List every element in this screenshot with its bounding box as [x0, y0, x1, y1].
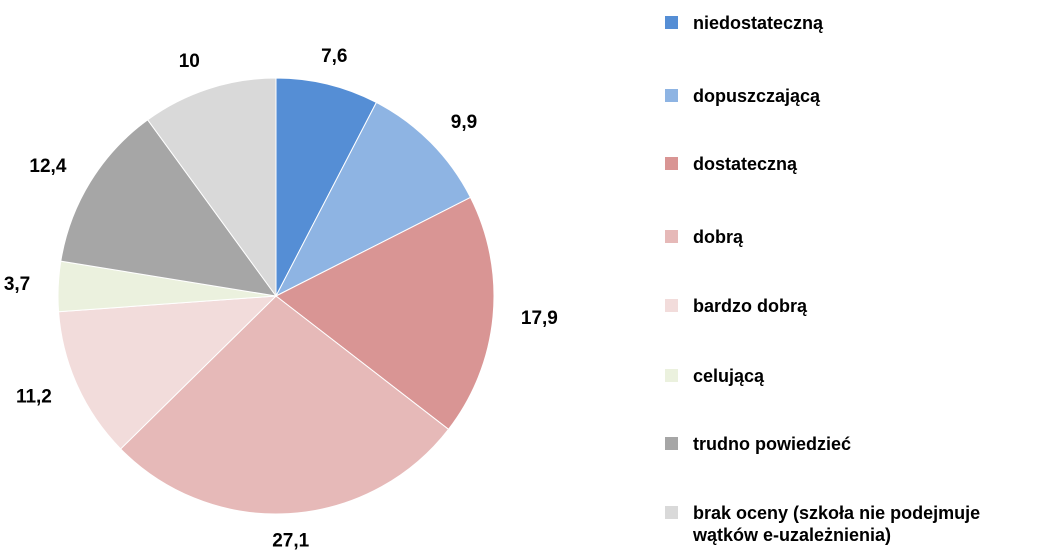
data-label: 12,4	[29, 156, 66, 177]
legend-label: dopuszczającą	[693, 86, 821, 106]
legend-item: trudno powiedzieć	[665, 433, 1043, 455]
legend-label: dobrą	[693, 227, 744, 247]
legend-label: trudno powiedzieć	[693, 434, 852, 454]
legend-label: niedostateczną	[693, 13, 824, 33]
data-label: 10	[179, 51, 200, 72]
data-label: 3,7	[4, 274, 30, 295]
legend-item: bardzo dobrą	[665, 295, 1043, 317]
data-label: 27,1	[272, 531, 309, 552]
legend-swatch	[665, 230, 678, 243]
pie-area: 7,6 9,9 17,9 27,1 11,2 3,7 12,4 10	[4, 46, 558, 552]
legend-item: dobrą	[665, 226, 1043, 248]
legend-swatch	[665, 506, 678, 519]
pie-slice	[58, 295, 278, 450]
legend-label: bardzo dobrą	[693, 296, 808, 316]
legend-swatch	[665, 16, 678, 29]
legend-item: celującą	[665, 365, 1043, 387]
legend-swatch	[665, 89, 678, 102]
legend-swatch	[665, 299, 678, 312]
data-label: 9,9	[451, 112, 477, 133]
legend-item: dostateczną	[665, 153, 1043, 175]
legend-label: celującą	[693, 366, 765, 386]
data-label: 11,2	[16, 386, 52, 407]
legend-label: brak oceny (szkoła nie podejmuje wątków …	[693, 503, 981, 545]
pie-slice	[275, 196, 495, 431]
pie-slice	[146, 77, 277, 298]
data-label: 7,6	[321, 46, 347, 67]
pie-slice	[274, 101, 472, 298]
data-label: 17,9	[521, 308, 558, 329]
legend-swatch	[665, 369, 678, 382]
pie-slice	[275, 77, 378, 297]
legend-item: niedostateczną	[665, 12, 1043, 34]
legend-item: dopuszczającą	[665, 85, 1043, 107]
pie-slice	[119, 295, 450, 515]
legend-swatch	[665, 157, 678, 170]
legend-swatch	[665, 437, 678, 450]
legend-label: dostateczną	[693, 154, 798, 174]
legend-item: brak oceny (szkoła nie podejmuje wątków …	[665, 502, 1043, 546]
pie-slice	[60, 119, 278, 297]
